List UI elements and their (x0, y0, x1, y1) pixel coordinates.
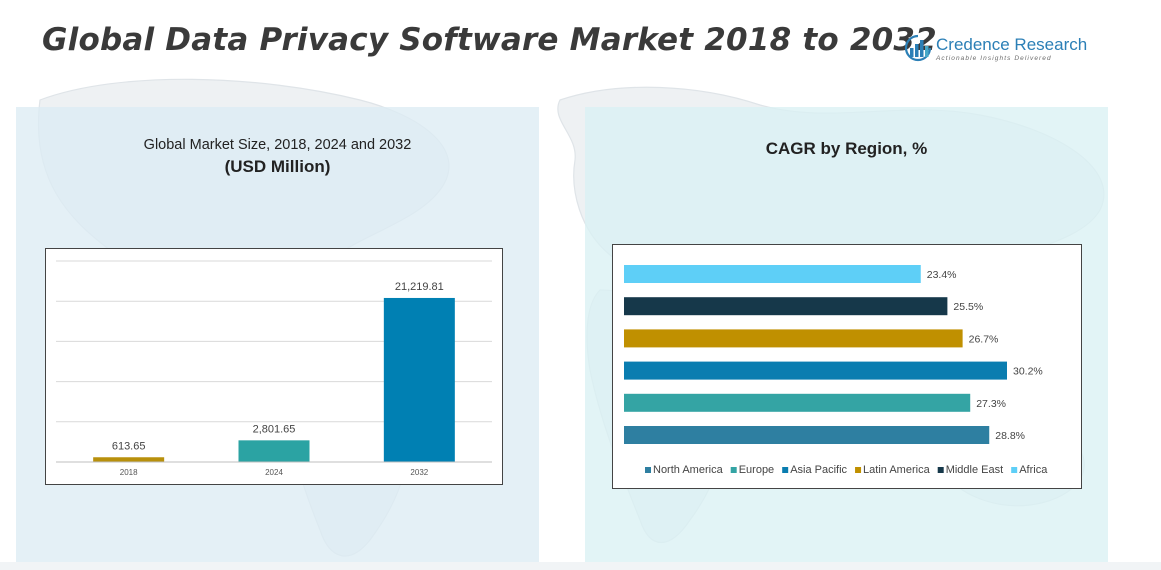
market-size-bar-chart: 613.65 2018 2,801.65 2024 21,219.81 2032 (56, 260, 492, 477)
bar-north-america (624, 426, 990, 444)
data-label-north-america: 28.8% (995, 430, 1025, 442)
x-tick-label-2018: 2018 (120, 468, 138, 477)
logo-name: Credence Research (936, 35, 1088, 54)
bar-europe (624, 393, 971, 412)
legend-swatch-asia-pacific (782, 467, 789, 473)
legend-label-europe: Europe (739, 464, 774, 476)
logo-bars-icon (904, 34, 932, 62)
credence-research-logo: Credence Research Actionable Insights De… (904, 34, 1094, 66)
bar-africa (624, 265, 921, 283)
page-title: Global Data Privacy Software Market 2018… (42, 22, 937, 58)
bar-2024 (238, 440, 310, 462)
bar-2018 (93, 457, 165, 462)
legend-swatch-north-america (645, 467, 651, 473)
data-label-middle-east: 25.5% (953, 301, 983, 313)
data-label-2018: 613.65 (112, 440, 146, 452)
bar-middle-east (624, 297, 948, 316)
data-label-africa: 23.4% (927, 269, 957, 281)
legend-swatch-europe (730, 467, 737, 473)
legend-label-middle-east: Middle East (946, 464, 1003, 476)
x-tick-label-2032: 2032 (410, 468, 428, 477)
legend-swatch-latin-america (855, 467, 862, 473)
market-size-chart-frame: 613.65 2018 2,801.65 2024 21,219.81 2032 (45, 248, 503, 485)
market-size-chart-title: Global Market Size, 2018, 2024 and 2032 (143, 137, 412, 153)
legend-label-africa: Africa (1019, 464, 1048, 476)
legend-label-asia-pacific: Asia Pacific (790, 464, 847, 476)
data-label-asia-pacific: 30.2% (1013, 366, 1043, 378)
bottom-strip (0, 562, 1161, 570)
bar-asia-pacific (624, 361, 1007, 380)
cagr-chart-title: CAGR by Region, % (765, 139, 928, 158)
x-tick-label-2024: 2024 (265, 468, 283, 477)
bar-latin-america (624, 329, 963, 348)
market-size-chart-unit: (USD Million) (224, 157, 331, 176)
logo-tagline: Actionable Insights Delivered (936, 55, 1052, 62)
legend-swatch-africa (1011, 467, 1018, 473)
legend-label-north-america: North America (653, 464, 724, 476)
cagr-chart-frame: 28.8% 27.3% 30.2% 26.7% 25.5% 23.4% North Amer… (612, 244, 1082, 489)
data-label-2032: 21,219.81 (395, 281, 444, 293)
data-label-latin-america: 26.7% (969, 333, 999, 345)
data-label-europe: 27.3% (976, 398, 1006, 410)
data-label-2024: 2,801.65 (253, 423, 296, 435)
legend-label-latin-america: Latin America (863, 464, 931, 476)
cagr-horizontal-bar-chart: 28.8% 27.3% 30.2% 26.7% 25.5% 23.4% North Amer… (624, 265, 1048, 476)
legend-swatch-middle-east (937, 467, 944, 473)
bar-2032 (383, 297, 455, 462)
